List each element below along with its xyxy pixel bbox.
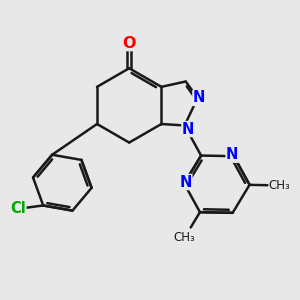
- Text: N: N: [182, 122, 194, 136]
- Text: CH₃: CH₃: [268, 179, 290, 192]
- Text: CH₃: CH₃: [174, 231, 196, 244]
- Text: N: N: [179, 175, 192, 190]
- Text: O: O: [122, 35, 136, 50]
- Text: N: N: [193, 91, 205, 106]
- Text: Cl: Cl: [10, 201, 26, 216]
- Text: N: N: [226, 147, 238, 162]
